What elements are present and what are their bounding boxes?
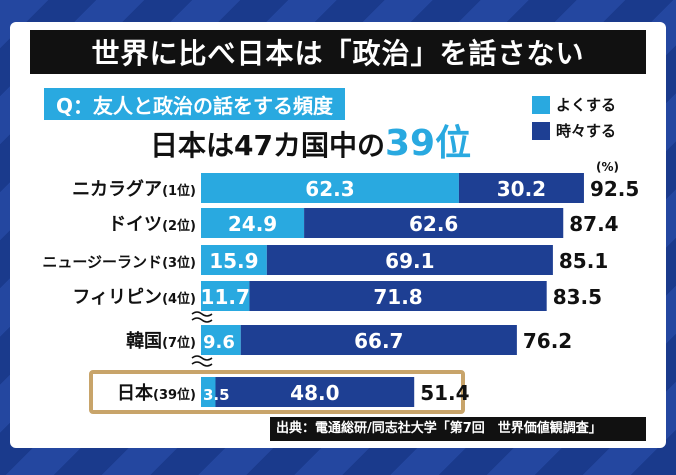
country-rank: (4位) <box>162 291 196 307</box>
country-rank: (39位) <box>153 387 196 403</box>
country-rank: (7位) <box>162 335 196 351</box>
source-background <box>270 417 646 441</box>
legend-label-sometimes: 時々する <box>556 122 617 140</box>
value-label-often: 9.6 <box>203 332 235 353</box>
bar-sometimes <box>458 173 584 203</box>
question-text: Q：友人と政治の話をする頻度 <box>56 93 334 118</box>
bar-sometimes <box>240 325 517 355</box>
value-label-sometimes: 71.8 <box>373 285 422 309</box>
bar-often <box>201 281 250 311</box>
category-label: 韓国(7位) <box>126 330 196 352</box>
value-label-sometimes: 48.0 <box>290 381 339 405</box>
legend-swatch-sometimes <box>532 121 550 140</box>
category-label: フィリピン(4位) <box>72 287 196 308</box>
country-name: 韓国 <box>126 330 162 352</box>
country-name: 日本 <box>117 382 153 404</box>
unit-label: (%) <box>596 160 619 174</box>
question-label: Q：友人と政治の話をする頻度 <box>44 88 346 120</box>
country-rank: (2位) <box>162 218 196 234</box>
legend-swatch-often <box>532 95 550 114</box>
total-label: 87.4 <box>569 212 618 236</box>
headline: 日本は47カ国中の39位 <box>150 124 471 166</box>
axis-break-mark <box>191 355 213 361</box>
legend-item-sometimes: 時々する <box>532 120 616 141</box>
source-caption: 出典：電通総研/同志社大学「第7回 世界価値観調査」 <box>276 421 602 436</box>
total-label: 76.2 <box>523 329 572 353</box>
total-label: 85.1 <box>559 249 608 273</box>
bar-sometimes <box>266 245 553 275</box>
page-title: 世界に比べ日本は「政治」を話さない <box>30 30 646 74</box>
value-label-often: 15.9 <box>209 249 258 273</box>
axis-break-mark <box>191 361 213 367</box>
legend-label-often: よくする <box>556 96 617 114</box>
page-title-text: 世界に比べ日本は「政治」を話さない <box>91 37 585 70</box>
bar-often <box>201 208 305 238</box>
value-label-often: 11.7 <box>201 285 250 309</box>
country-rank: (1位) <box>162 183 196 199</box>
bar-sometimes <box>215 377 415 407</box>
country-name: ドイツ <box>108 214 162 235</box>
value-label-often: 3.5 <box>203 386 230 404</box>
value-label-sometimes: 66.7 <box>354 329 403 353</box>
country-rank: (3位) <box>162 255 196 271</box>
total-label: 83.5 <box>553 285 602 309</box>
total-label: 51.4 <box>420 381 469 405</box>
category-label: ニカラグア(1位) <box>72 178 196 200</box>
category-label: ニュージーランド(3位) <box>42 253 196 271</box>
total-label: 92.5 <box>590 177 639 201</box>
bar-often <box>201 325 241 355</box>
value-label-sometimes: 69.1 <box>385 249 434 273</box>
value-label-sometimes: 30.2 <box>497 177 546 201</box>
category-label: ドイツ(2位) <box>108 214 196 235</box>
country-name: ニカラグア <box>72 178 162 200</box>
headline-rank: 39位 <box>384 123 472 164</box>
bar-often <box>201 245 267 275</box>
highlight-box <box>89 370 465 414</box>
bar-sometimes <box>304 208 564 238</box>
legend-item-often: よくする <box>532 94 616 115</box>
bar-sometimes <box>249 281 547 311</box>
country-name: ニュージーランド <box>42 253 162 271</box>
bar-often <box>201 173 459 203</box>
value-label-often: 24.9 <box>228 212 277 236</box>
bar-often <box>201 377 216 407</box>
axis-break-mark <box>191 317 213 323</box>
country-name: フィリピン <box>72 287 162 308</box>
headline-prefix: 日本は47カ国中の <box>150 129 385 162</box>
axis-break-mark <box>191 311 213 317</box>
value-label-sometimes: 62.6 <box>409 212 458 236</box>
category-label: 日本(39位) <box>117 382 196 404</box>
value-label-often: 62.3 <box>305 177 354 201</box>
